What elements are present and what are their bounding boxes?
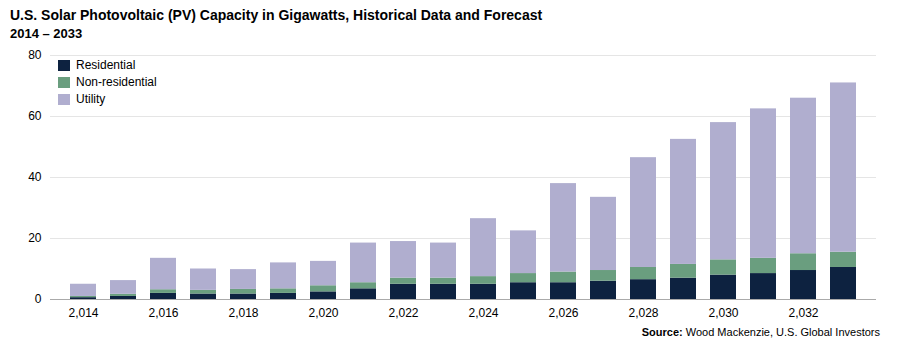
svg-text:2,018: 2,018 <box>228 306 258 320</box>
svg-text:40: 40 <box>28 170 42 184</box>
svg-text:2,030: 2,030 <box>708 306 738 320</box>
svg-text:60: 60 <box>28 109 42 123</box>
svg-text:2,028: 2,028 <box>628 306 658 320</box>
svg-text:2,016: 2,016 <box>148 306 178 320</box>
svg-text:2,026: 2,026 <box>548 306 578 320</box>
html-text:Non-residential: Non-residential <box>76 75 157 89</box>
svg-text:2,032: 2,032 <box>788 306 818 320</box>
svg-text:2,024: 2,024 <box>468 306 498 320</box>
html-text:Utility: Utility <box>76 92 106 106</box>
html-text:Residential: Residential <box>76 58 136 72</box>
svg-text:20: 20 <box>28 231 42 245</box>
html-text:U.S. Solar Photovoltaic (PV) C: U.S. Solar Photovoltaic (PV) Capacity in… <box>10 7 543 23</box>
svg-text:2,020: 2,020 <box>308 306 338 320</box>
svg-text:80: 80 <box>28 48 42 62</box>
svg-text:2,014: 2,014 <box>68 306 98 320</box>
html-text:2014 – 2033: 2014 – 2033 <box>10 26 83 41</box>
svg-text:2,022: 2,022 <box>388 306 418 320</box>
html-text:Source: Wood Mackenzie, U.S. G: Source: Wood Mackenzie, U.S. Global Inve… <box>641 326 880 338</box>
svg-text:0: 0 <box>35 292 42 306</box>
